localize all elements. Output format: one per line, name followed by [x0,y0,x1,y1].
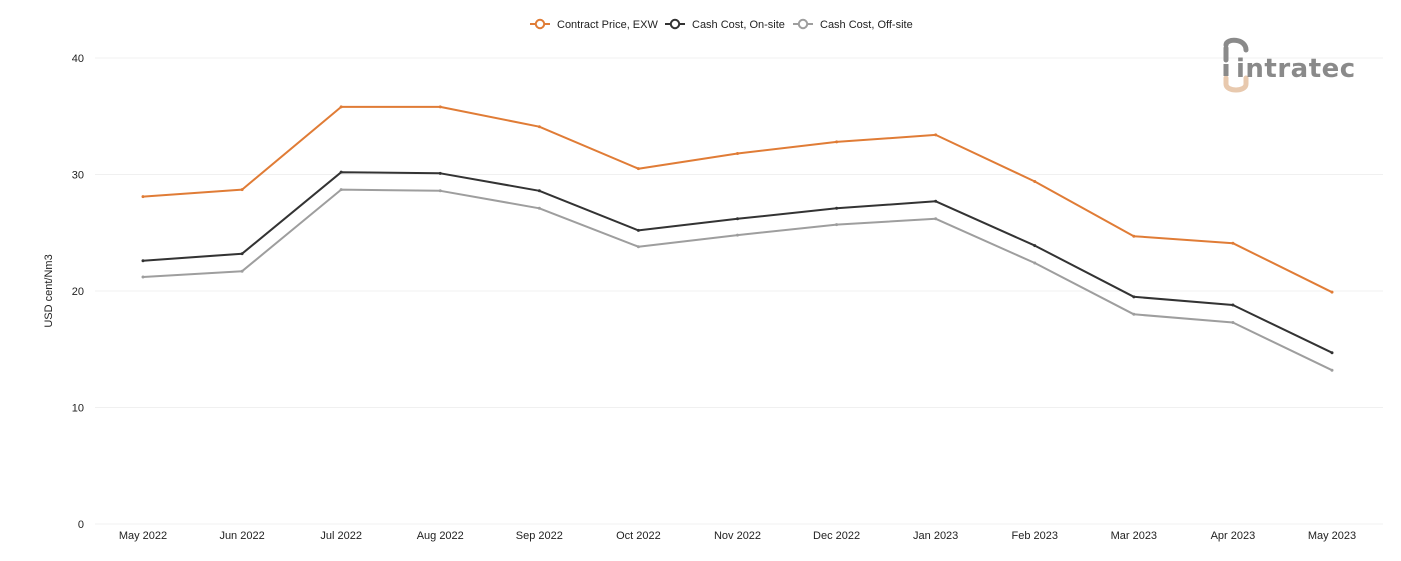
data-point [1033,244,1037,248]
data-point [736,217,739,221]
data-point [934,217,938,221]
x-tick-label: Aug 2022 [417,530,464,542]
data-point [636,228,640,232]
data-point [636,167,640,171]
data-point [339,105,343,109]
legend-marker-icon [797,18,809,30]
data-point [1330,368,1334,372]
legend: Contract Price, EXW Cash Cost, On-site Cas… [530,18,913,31]
legend-item[interactable]: Cash Cost, Off-site [793,18,913,31]
x-tick-label: Jun 2022 [219,530,264,542]
data-point [537,125,541,129]
x-tick-label: Jul 2022 [320,530,362,542]
legend-marker-icon [534,18,546,30]
y-tick-label: 30 [72,170,84,182]
legend-label: Cash Cost, Off-site [820,19,913,31]
data-point [339,188,343,192]
data-point [438,171,442,175]
data-point [240,269,244,273]
data-point [537,206,541,210]
gridlines [95,57,1383,525]
x-tick-label: Sep 2022 [516,530,563,542]
y-tick-label: 10 [72,403,84,415]
data-point [636,245,640,249]
data-point [1231,320,1235,324]
data-point [1330,290,1334,294]
data-point [240,252,244,256]
x-tick-label: Dec 2022 [813,530,860,542]
x-tick-label: May 2023 [1308,530,1356,542]
data-point [537,189,541,193]
data-point [1231,303,1235,307]
data-point [835,223,839,227]
x-tick-label: Mar 2023 [1111,530,1157,542]
data-point [1231,241,1235,245]
intratec-logo: intratec [1223,37,1356,93]
x-tick-label: Oct 2022 [616,530,661,542]
x-tick-label: Feb 2023 [1012,530,1058,542]
data-point [736,152,739,156]
x-tick-label: Jan 2023 [913,530,958,542]
x-tick-label: Nov 2022 [714,530,761,542]
y-axis: 0 10 20 30 40 [72,53,84,531]
data-point [141,259,145,263]
legend-item[interactable]: Cash Cost, On-site [665,18,785,31]
series-line-1 [142,105,1333,294]
y-tick-label: 40 [72,53,84,65]
x-tick-label: Apr 2023 [1211,530,1256,542]
logo-mark-icon [1223,37,1249,93]
x-tick-label: May 2022 [119,530,167,542]
series-lines [141,105,1334,372]
legend-marker-icon [669,18,681,30]
data-point [934,133,938,137]
x-axis: May 2022 Jun 2022 Jul 2022 Aug 2022 Sep 2022… [119,530,1356,542]
data-point [1132,312,1136,316]
data-point [438,105,442,109]
y-axis-title: USD cent/Nm3 [43,254,55,327]
y-tick-label: 20 [72,286,84,298]
data-point [1033,261,1037,265]
data-point [934,199,938,203]
data-point [438,189,442,193]
data-point [736,233,739,237]
legend-item[interactable]: Contract Price, EXW [530,18,658,31]
logo-text: intratec [1236,54,1356,84]
data-point [339,170,343,174]
y-tick-label: 0 [78,519,84,531]
data-point [1132,234,1136,238]
series-line-3 [142,188,1333,372]
data-point [835,206,839,210]
data-point [1033,179,1037,183]
data-point [141,195,145,199]
data-point [835,140,839,144]
data-point [1132,295,1136,299]
legend-label: Contract Price, EXW [557,19,658,31]
series-line-2 [142,171,1333,354]
data-point [1330,351,1334,355]
data-point [240,188,244,192]
legend-label: Cash Cost, On-site [692,19,785,31]
data-point [141,275,145,279]
